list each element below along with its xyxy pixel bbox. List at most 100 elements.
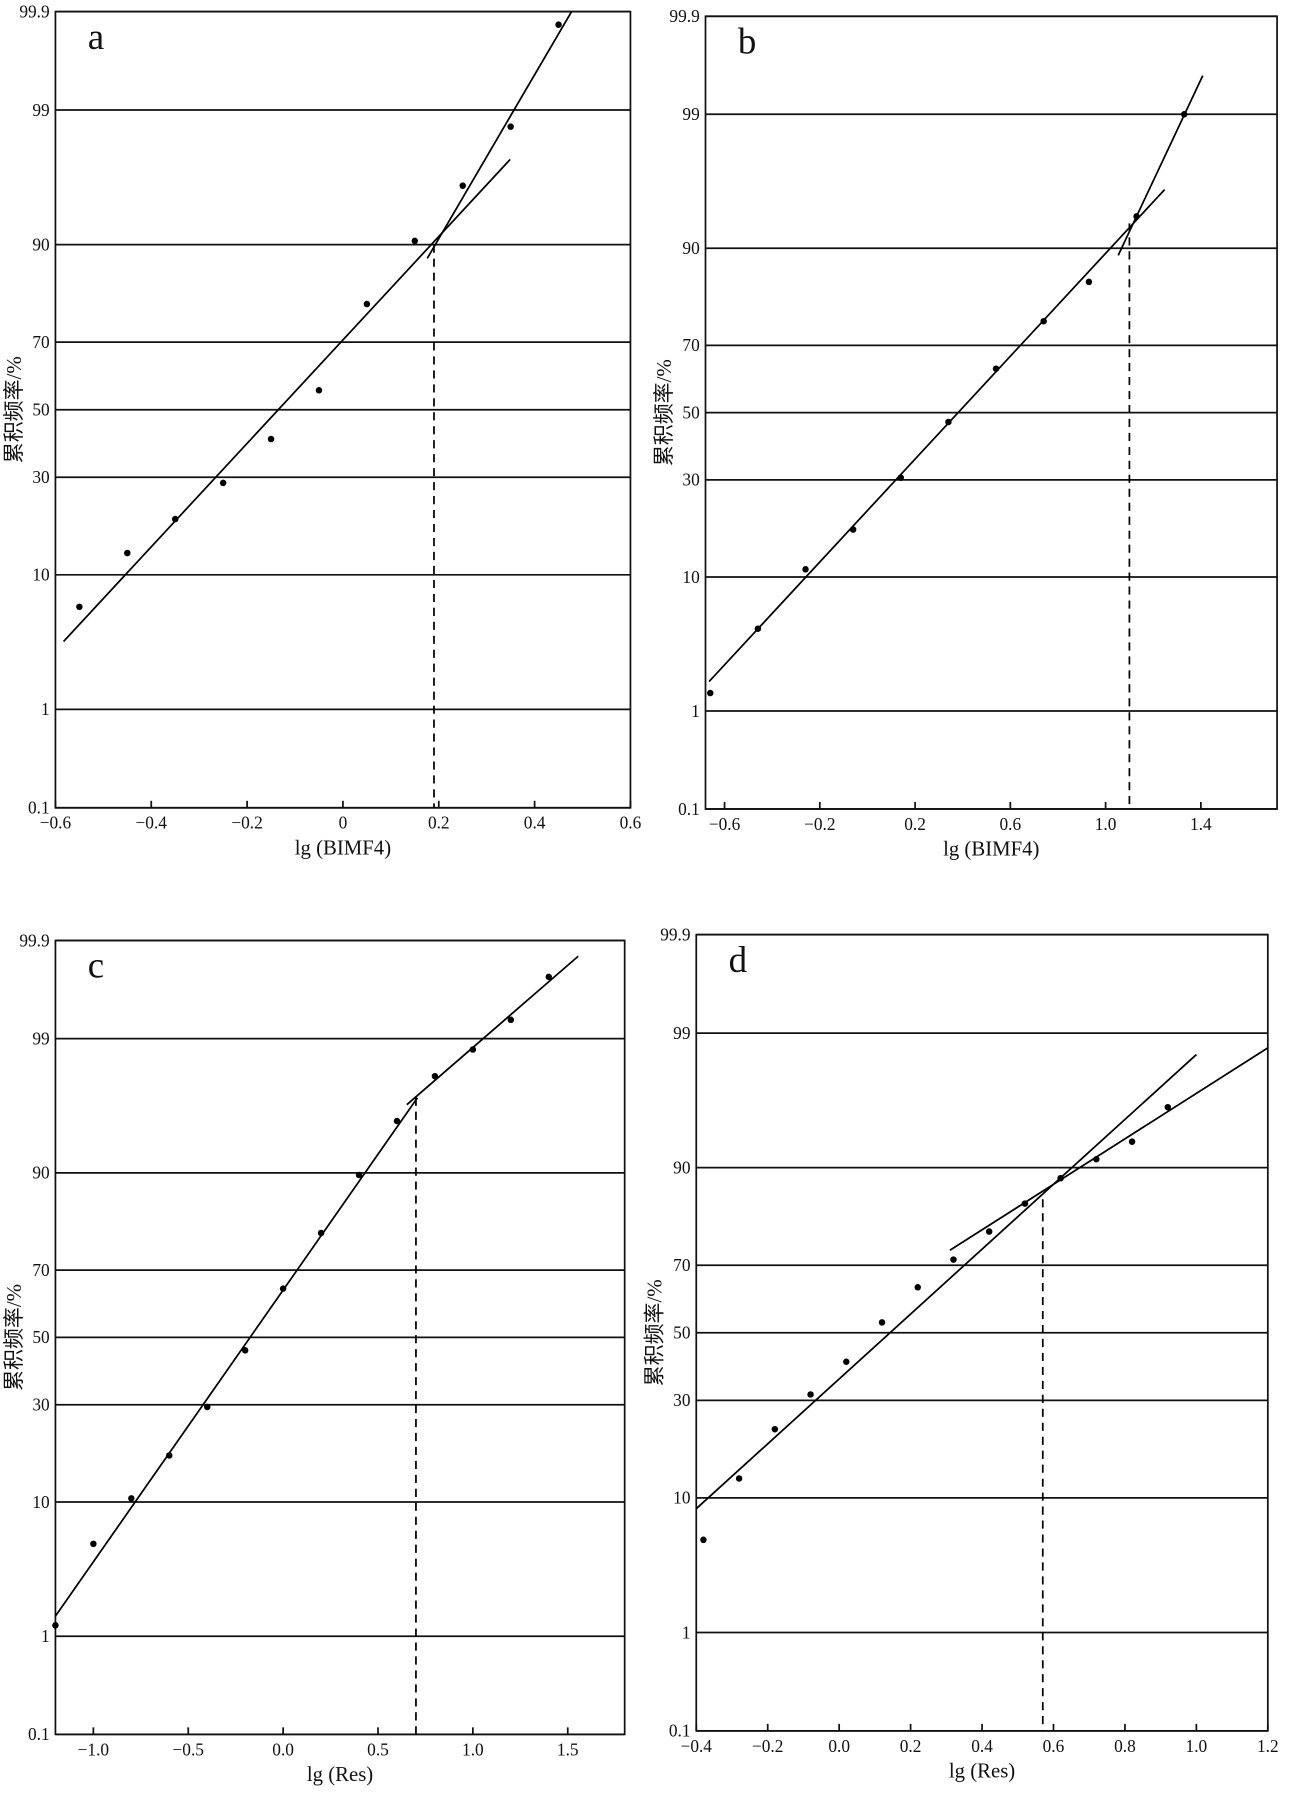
fit-line [54,1097,419,1617]
x-tick-label: 0.6 [1000,815,1022,834]
y-tick-label: 99.9 [19,2,49,21]
x-tick-label: −0.2 [231,814,262,833]
panel: 0.1 1 10 30 50 70 90 99 99.9 −0.6 −0.2 0.2 0.6 1.0 1.4… [652,7,1278,861]
y-tick-label: 99.9 [669,7,699,26]
data-point [985,1228,993,1235]
fit-line [695,1053,1197,1510]
y-tick-label: 50 [682,403,700,422]
x-tick-label: 1.0 [462,1740,484,1759]
data-point [555,21,562,28]
data-point [545,973,553,981]
data-point [1021,1200,1029,1207]
y-tick-label: 1 [41,700,50,719]
data-point [843,1358,850,1366]
x-tick-label: 0.0 [828,1737,850,1756]
panel: 0.1 1 10 30 50 70 90 99 99.9 −1.0 −0.5 0.0 0.5 1.0 1.5… [2,931,626,1786]
x-tick-label: 0.2 [428,814,450,833]
y-tick-label: 1 [682,1623,691,1642]
y-tick-label: 30 [682,471,700,490]
y-axis-label: 累积频率/% [2,1284,26,1391]
data-point [897,474,905,481]
data-point [267,435,275,443]
y-tick-label: 50 [32,1328,50,1347]
fit-line [426,11,573,259]
data-point [411,237,419,245]
data-point [52,1622,59,1629]
panel: 0.1 1 10 30 50 70 90 99 99.9 −0.4 −0.2 0.0 0.2 0.4 0.6… [643,925,1279,1782]
x-axis-label: lg (Res) [307,1762,373,1786]
panel: 0.1 1 10 30 50 70 90 99 99.9 −0.6 −0.4 −0.2 0 0.2 0.4 0… [2,2,642,859]
data-point [914,1284,921,1291]
x-tick-label: 1.0 [1095,815,1117,834]
data-point [279,1285,287,1292]
y-tick-label: 99.9 [19,931,49,950]
y-axis-label: 累积频率/% [652,359,676,466]
y-tick-label: 50 [32,400,50,419]
data-point [1085,278,1093,286]
data-point [315,387,323,394]
data-point [945,418,952,426]
data-point [1133,213,1140,220]
y-tick-label: 10 [32,1493,50,1512]
data-point [171,515,179,523]
y-tick-label: 1 [691,702,700,721]
data-point [124,549,131,557]
data-point [241,1347,249,1354]
x-tick-label: 1.0 [1186,1737,1208,1756]
x-tick-label: 1.5 [557,1740,579,1759]
data-point [878,1319,886,1326]
y-tick-label: 70 [682,336,700,355]
x-tick-label: 0.4 [971,1737,993,1756]
y-tick-label: 99 [673,1024,690,1043]
data-point [807,1391,814,1398]
fit-line [1117,75,1204,256]
x-tick-label: −0.4 [136,814,168,833]
y-tick-label: 10 [32,566,50,585]
x-axis-label: lg (BIMF4) [295,835,391,859]
data-point [707,689,714,697]
x-tick-label: −1.0 [78,1740,110,1759]
y-tick-label: 10 [682,568,700,587]
data-point [802,566,809,573]
fit-line [949,1047,1269,1252]
x-tick-label: 0.0 [272,1740,294,1759]
y-tick-label: 50 [673,1324,691,1343]
fit-line [708,188,1166,683]
fit-line [62,158,511,643]
y-axis-label: 累积频率/% [643,1279,667,1386]
y-tick-label: 70 [673,1256,691,1275]
data-point [950,1256,957,1263]
fit-line [406,955,579,1106]
data-point [431,1072,439,1080]
data-point [849,526,857,533]
data-point [363,300,371,308]
y-tick-label: 0.1 [28,799,50,818]
y-tick-label: 99 [32,101,49,120]
data-point [355,1171,363,1179]
x-tick-label: 0.2 [900,1737,922,1756]
y-tick-label: 10 [673,1489,691,1508]
y-tick-label: 99 [682,105,699,124]
y-tick-label: 0.1 [28,1725,50,1744]
x-tick-label: 0.8 [1114,1737,1136,1756]
data-point [992,365,1000,372]
data-point [166,1452,173,1459]
y-tick-label: 90 [32,1164,50,1183]
y-tick-label: 1 [41,1627,50,1646]
data-point [507,123,514,130]
x-tick-label: 0.4 [524,814,546,833]
y-tick-label: 0.1 [678,800,700,819]
panel-letter: a [88,17,104,58]
data-point [1057,1174,1064,1182]
data-point [1180,111,1188,118]
x-tick-label: −0.6 [709,815,741,834]
y-tick-label: 30 [673,1391,691,1410]
x-tick-label: −0.6 [40,814,72,833]
x-tick-label: 0.5 [367,1740,389,1759]
panel-letter: b [738,21,756,62]
data-point [771,1425,779,1433]
y-tick-label: 30 [32,468,50,487]
y-tick-label: 99 [32,1029,49,1048]
data-point [1040,317,1047,325]
